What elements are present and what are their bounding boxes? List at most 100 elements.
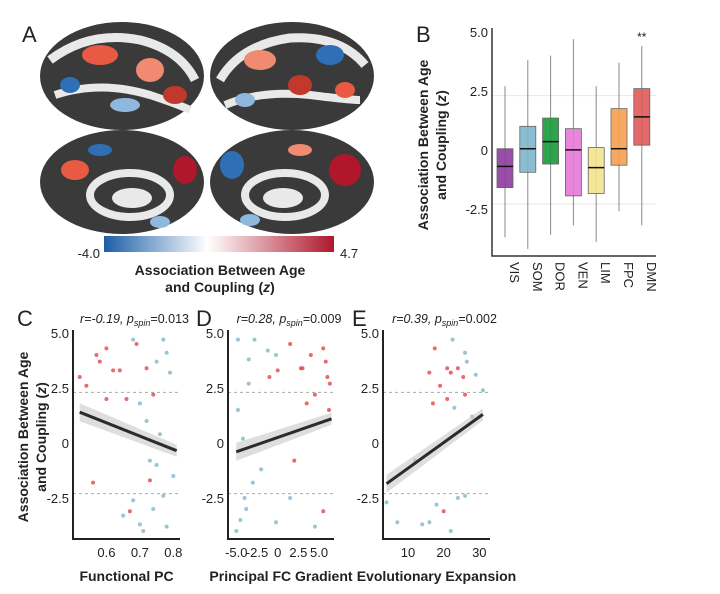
x-tick-label: 2.5 [289, 545, 307, 560]
y-axis-label-post: ) [33, 382, 49, 387]
data-point [434, 502, 439, 507]
data-point [252, 337, 257, 342]
x-tick-label: VEN [575, 262, 590, 289]
colorbar-min: -4.0 [78, 246, 100, 261]
data-point [246, 357, 251, 362]
data-point [137, 522, 142, 527]
panel-label-b: B [416, 22, 431, 47]
data-point [450, 337, 455, 342]
data-point [312, 392, 317, 397]
colorbar-max: 4.7 [340, 246, 358, 261]
data-point [455, 496, 460, 500]
brain-medial-left [40, 130, 204, 234]
data-point [164, 524, 169, 529]
data-point [463, 493, 468, 498]
x-tick-label: 20 [436, 545, 450, 560]
data-point [144, 366, 149, 371]
data-point [455, 366, 460, 371]
y-axis-label-b: Association Between Age and Coupling (z) [415, 59, 449, 230]
data-point [157, 432, 162, 437]
data-point [124, 397, 129, 401]
x-tick-label: LIM [598, 262, 613, 284]
data-point [144, 419, 149, 423]
stat-annotation: r=0.28, pspin=0.009 [237, 312, 342, 328]
box-VIS [496, 148, 514, 189]
data-point [445, 397, 450, 401]
data-point [267, 375, 272, 379]
data-point [151, 507, 156, 511]
data-point [244, 507, 249, 511]
stat-r: r=0.39, [392, 312, 435, 326]
data-point [240, 436, 245, 441]
stat-p-sub: spin [134, 318, 151, 328]
data-point [321, 346, 326, 351]
panel-label-d: D [196, 306, 212, 331]
y-tick-label: 5.0 [206, 326, 224, 341]
y-tick-label: 0 [372, 436, 379, 451]
data-point [298, 366, 303, 371]
data-point [448, 370, 453, 375]
colorbar [104, 236, 334, 252]
data-point [137, 401, 142, 406]
data-point [154, 359, 159, 364]
axis-lines [72, 330, 180, 540]
data-point [327, 408, 332, 412]
y-tick-label: -2.5 [357, 491, 379, 506]
boxplot-b: Association Between Age and Coupling (z) 5… [415, 25, 659, 292]
data-point [77, 375, 82, 379]
colorbar-label-line2: and Coupling (z) [165, 279, 275, 295]
data-point [161, 493, 166, 498]
data-point [164, 350, 169, 355]
significance-marker: ** [637, 30, 647, 44]
data-point [438, 383, 443, 388]
axis-lines [491, 28, 656, 257]
data-point [432, 346, 437, 351]
y-tick-label: -2.5 [466, 202, 488, 217]
data-point [463, 350, 468, 355]
data-point [327, 381, 332, 386]
data-point [234, 529, 239, 533]
data-point [131, 337, 136, 342]
data-point [427, 520, 432, 525]
scatter-c: Association Between Age and Coupling (z)5… [15, 312, 189, 584]
stat-p-val: =0.013 [150, 312, 189, 326]
y-tick-label: 2.5 [206, 381, 224, 396]
x-tick-label: SOM [530, 262, 545, 292]
x-tick-label: -5.0 [225, 545, 247, 560]
y-tick-label: -2.5 [202, 491, 224, 506]
data-point [127, 509, 132, 514]
x-tick-label: DMN [644, 262, 659, 292]
axis-lines [227, 330, 334, 540]
data-point [292, 458, 297, 463]
data-point [235, 337, 240, 342]
data-point [275, 368, 280, 373]
y-tick-label: 2.5 [51, 381, 69, 396]
data-point [161, 337, 166, 342]
data-point [445, 366, 450, 371]
box-LIM [587, 147, 605, 194]
x-axis-label: Functional PC [79, 568, 173, 584]
data-point [91, 480, 96, 485]
x-tick-label: FPC [621, 262, 636, 288]
fit-line [385, 413, 484, 485]
data-point [242, 496, 247, 500]
data-point [265, 348, 270, 353]
y-axis-label-c: Association Between Age and Coupling (z) [15, 351, 49, 522]
data-point [134, 342, 139, 346]
x-tick-label: VIS [507, 262, 522, 283]
data-point [147, 478, 152, 483]
stat-r: r=0.28, [237, 312, 280, 326]
data-point [151, 392, 156, 397]
data-point [420, 522, 425, 527]
y-tick-label: 5.0 [470, 25, 488, 40]
data-point [147, 458, 152, 463]
data-point [84, 383, 89, 388]
data-point [97, 359, 102, 364]
y-tick-label: 0 [217, 436, 224, 451]
brain-lateral-right [210, 22, 374, 130]
stat-p-sub: spin [442, 318, 459, 328]
data-point [427, 370, 432, 375]
data-point [167, 370, 172, 375]
